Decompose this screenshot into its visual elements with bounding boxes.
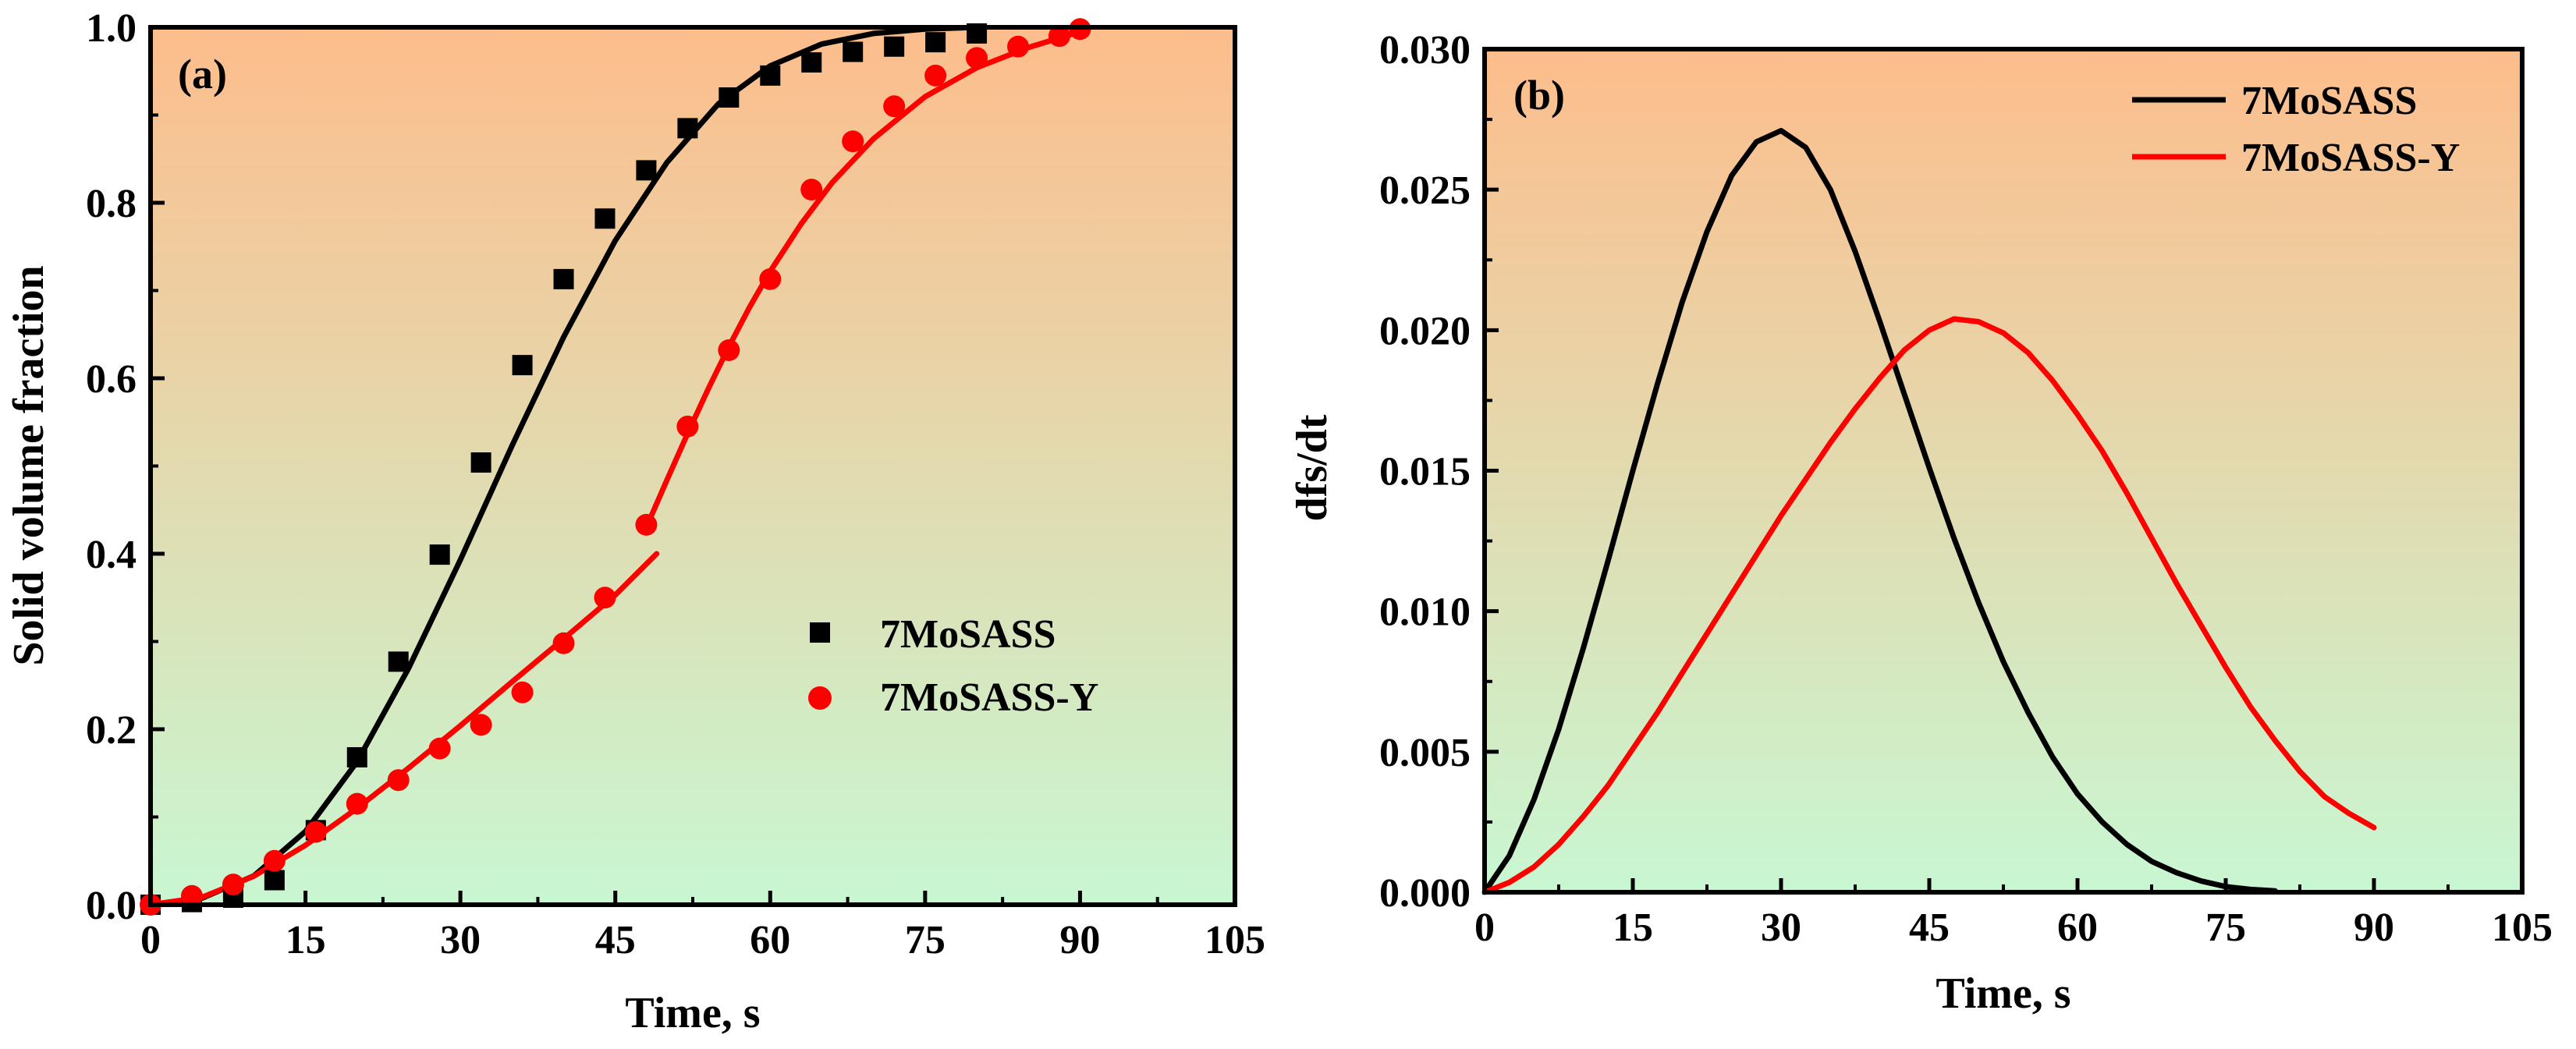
legend-a-marker-7mosass-y — [808, 686, 832, 710]
legend-b: 7MoSASS 7MoSASS-Y — [2132, 79, 2460, 180]
axes-b: 0 15 30 45 60 75 90 105 0.000 0.005 0.010 0.015 0.02… — [1379, 28, 2553, 950]
x-tick-label-b: 105 — [2492, 905, 2553, 950]
series-line-7mosass-y — [1481, 316, 2377, 895]
y-tick-label-a: 0.2 — [86, 708, 137, 753]
x-axis-title-a: Time, s — [625, 989, 760, 1037]
point-7mosass — [594, 208, 616, 229]
fit-line-7mosass — [147, 24, 980, 908]
y-tick-label-a: 0.8 — [86, 182, 137, 226]
point-7mosass-y — [966, 47, 988, 69]
point-7mosass — [388, 651, 409, 672]
point-7mosass — [843, 41, 864, 62]
point-7mosass — [429, 544, 450, 565]
x-tick-label-b: 75 — [2205, 905, 2246, 950]
point-7mosass-y — [842, 130, 864, 153]
axes-a: 0 15 30 45 60 75 90 105 0.0 0.2 0.4 0.6 0.8 1.0 — [86, 6, 1265, 962]
point-7mosass — [512, 355, 533, 376]
x-tick-label-b: 60 — [2057, 905, 2098, 950]
point-7mosass-y — [346, 792, 368, 815]
plot-area-a — [151, 27, 1235, 905]
point-7mosass-y — [1007, 35, 1029, 58]
point-7mosass — [925, 32, 946, 53]
x-tick-label-a: 15 — [286, 918, 326, 962]
x-tick-label-b: 0 — [1474, 905, 1495, 950]
series-line-7mosass — [1481, 128, 2278, 895]
y-tick-label-b: 0.010 — [1379, 590, 1471, 635]
point-7mosass-y — [222, 874, 244, 896]
x-tick-label-a: 105 — [1205, 918, 1265, 962]
legend-a-label-7mosass: 7MoSASS — [880, 612, 1056, 657]
y-tick-label-a: 0.0 — [86, 884, 137, 928]
point-7mosass — [801, 52, 822, 73]
point-7mosass-y — [304, 820, 327, 843]
point-7mosass-y — [1048, 25, 1070, 48]
panel-label-a: (a) — [178, 51, 227, 97]
point-7mosass — [346, 747, 367, 767]
point-7mosass-y — [470, 714, 492, 736]
panel-label-b: (b) — [1513, 72, 1565, 119]
legend-b-label-7mosass-y: 7MoSASS-Y — [2241, 136, 2460, 180]
point-7mosass-y — [552, 632, 575, 654]
legend-a-marker-7mosass — [810, 622, 830, 643]
x-tick-label-a: 90 — [1059, 918, 1100, 962]
point-7mosass — [884, 36, 905, 57]
point-7mosass-y — [635, 513, 658, 536]
panel-a: 0 15 30 45 60 75 90 105 0.0 0.2 0.4 0.6 0.8 1.0 (a) T… — [5, 6, 1265, 1037]
point-7mosass — [264, 870, 285, 891]
y-tick-label-b: 0.015 — [1379, 450, 1471, 494]
x-tick-label-a: 0 — [140, 918, 161, 962]
x-tick-label-b: 90 — [2354, 905, 2394, 950]
y-tick-label-b: 0.020 — [1379, 309, 1471, 353]
point-7mosass — [553, 268, 574, 289]
chart-marks-b — [1481, 128, 2377, 895]
point-7mosass — [677, 118, 698, 139]
x-tick-label-b: 30 — [1761, 905, 1801, 950]
x-tick-label-a: 60 — [750, 918, 790, 962]
panel-b: 0 15 30 45 60 75 90 105 0.000 0.005 0.010 0.015 0.02… — [1288, 28, 2553, 1018]
y-tick-label-a: 1.0 — [86, 6, 137, 51]
legend-a: 7MoSASS 7MoSASS-Y — [808, 612, 1098, 720]
chart-marks-a — [140, 18, 1091, 916]
legend-b-label-7mosass: 7MoSASS — [2241, 79, 2417, 123]
point-7mosass-y — [387, 769, 410, 792]
point-7mosass-y — [263, 849, 286, 872]
point-7mosass-y — [428, 737, 451, 760]
point-7mosass-y — [180, 884, 203, 907]
y-tick-label-b: 0.030 — [1379, 28, 1471, 73]
point-7mosass — [470, 452, 491, 473]
point-7mosass — [719, 87, 740, 108]
point-7mosass-y — [594, 587, 616, 609]
y-tick-label-a: 0.6 — [86, 357, 137, 402]
x-tick-label-b: 45 — [1909, 905, 1950, 950]
y-tick-label-b: 0.025 — [1379, 168, 1471, 213]
y-axis-title-b: dfs/dt — [1288, 414, 1336, 521]
point-7mosass-y — [800, 179, 823, 201]
y-tick-label-b: 0.005 — [1379, 731, 1471, 775]
y-tick-label-a: 0.4 — [86, 533, 137, 577]
plot-area-b — [1485, 49, 2522, 892]
point-7mosass-y — [883, 95, 906, 118]
x-tick-label-b: 15 — [1613, 905, 1653, 950]
x-tick-label-a: 45 — [595, 918, 636, 962]
point-7mosass-y — [718, 339, 740, 361]
y-axis-title-a: Solid volume fraction — [5, 265, 53, 665]
x-axis-title-b: Time, s — [1936, 969, 2070, 1018]
point-7mosass-y — [511, 681, 534, 703]
legend-a-label-7mosass-y: 7MoSASS-Y — [880, 675, 1098, 720]
x-tick-label-a: 30 — [440, 918, 481, 962]
point-7mosass-y — [676, 415, 699, 438]
point-7mosass — [636, 160, 657, 181]
point-7mosass-y — [759, 268, 782, 290]
point-7mosass — [760, 65, 781, 86]
y-tick-label-b: 0.000 — [1379, 871, 1471, 916]
point-7mosass-y — [924, 64, 947, 87]
x-tick-label-a: 75 — [905, 918, 946, 962]
